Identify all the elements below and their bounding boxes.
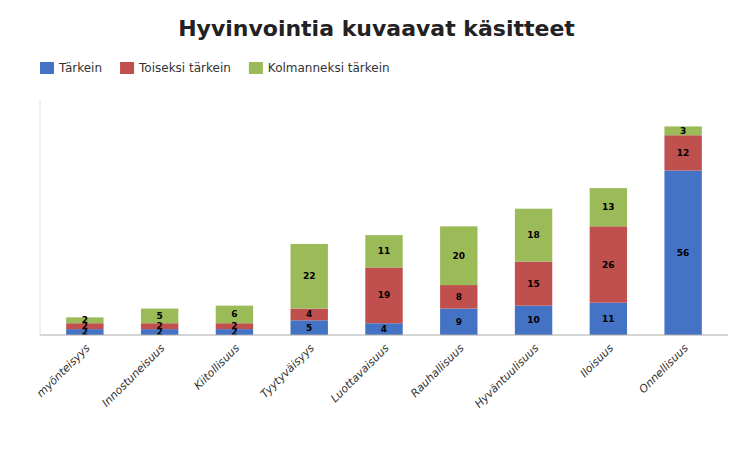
data-label: 4: [381, 324, 387, 334]
bar-segment: [590, 303, 627, 335]
bar-segment: [664, 135, 701, 170]
x-tick-label: Rauhallisuus: [408, 341, 467, 400]
data-label: 5: [157, 311, 163, 321]
bar-segment: [515, 262, 552, 306]
title: Hyvinvointia kuvaavat käsitteet: [178, 16, 575, 41]
data-label: 10: [527, 315, 540, 325]
bar-segment: [590, 188, 627, 226]
x-tick-label: Tyytyväisyys: [258, 341, 317, 400]
bar-segment: [440, 309, 477, 335]
bar-segment: [291, 320, 328, 335]
data-label: 11: [378, 246, 391, 256]
chart-container: Hyvinvointia kuvaavat käsitteet Tärkein To…: [0, 0, 753, 451]
x-tick-label: Kiitollisuus: [191, 341, 242, 392]
data-label: 11: [602, 314, 615, 324]
x-axis-line: [40, 335, 728, 336]
data-label: 26: [602, 260, 615, 270]
bars: [66, 126, 702, 335]
bar-segment: [590, 226, 627, 302]
bar-segment: [365, 267, 402, 323]
data-label: 3: [680, 126, 686, 136]
data-label: 19: [378, 290, 391, 300]
data-label: 13: [602, 202, 615, 212]
data-labels: 222225226542241911982010151811261356123: [82, 126, 690, 337]
data-label: 22: [303, 271, 316, 281]
x-tick-label: Innostuneisuus: [99, 341, 167, 409]
legend-swatch: [40, 62, 54, 74]
legend: Tärkein Toiseksi tärkein Kolmanneksi tärke…: [40, 61, 390, 75]
legend-swatch: [120, 62, 134, 74]
data-label: 9: [456, 317, 462, 327]
bar-segment: [365, 235, 402, 267]
x-tick-label: Hyväntuulisuus: [472, 341, 541, 410]
data-label: 56: [677, 248, 690, 258]
data-label: 15: [527, 279, 540, 289]
x-tick-label: Onnellisuus: [636, 341, 691, 396]
bar-segment: [515, 306, 552, 335]
bar-segment: [365, 323, 402, 335]
bar-segment: [440, 226, 477, 285]
data-label: 2: [82, 315, 88, 325]
x-tick-label: Iloisuus: [578, 341, 617, 380]
data-label: 4: [306, 309, 312, 319]
data-label: 2: [231, 321, 237, 331]
chart: Hyvinvointia kuvaavat käsitteet Tärkein To…: [0, 0, 753, 451]
x-tick-labels: myönteisyysInnostuneisuus Kiitollisuus Tyy…: [34, 341, 691, 410]
data-label: 18: [527, 230, 540, 240]
x-tick-label: Luottavaisuus: [328, 341, 392, 405]
bar-segment: [440, 285, 477, 309]
data-label: 8: [456, 292, 462, 302]
data-label: 6: [231, 309, 237, 319]
legend-swatch: [249, 62, 263, 74]
bar-segment: [515, 209, 552, 262]
data-label: 2: [157, 321, 163, 331]
data-label: 5: [306, 323, 312, 333]
y-axis-line: [40, 100, 41, 335]
bar-segment: [291, 309, 328, 321]
data-label: 12: [677, 148, 690, 158]
data-label: 20: [453, 251, 466, 261]
legend-label: Tärkein: [58, 61, 102, 75]
bar-segment: [291, 244, 328, 309]
legend-label: Toiseksi tärkein: [138, 61, 231, 75]
x-tick-label: myönteisyys: [34, 341, 93, 400]
bar-segment: [664, 126, 701, 135]
bar-segment: [664, 171, 701, 336]
legend-label: Kolmanneksi tärkein: [268, 61, 390, 75]
